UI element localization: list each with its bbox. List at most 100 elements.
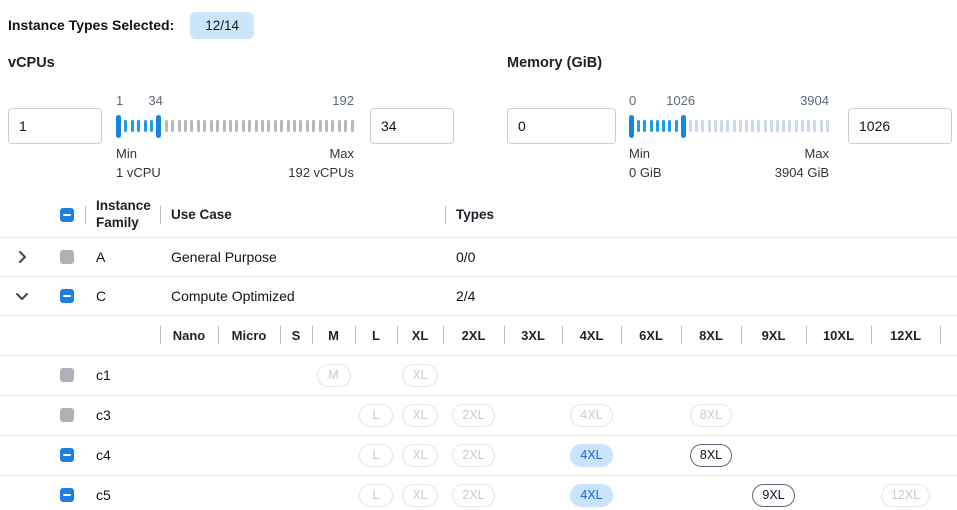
slider-tick — [825, 120, 829, 132]
vcpus-filter: vCPUs 1 34 192 Min 1 vCPU — [8, 55, 454, 183]
column-separator — [940, 326, 941, 345]
slider-tick — [763, 120, 767, 132]
slider-tick — [688, 120, 692, 132]
c5-checkbox[interactable] — [59, 488, 74, 503]
slider-tick — [738, 120, 742, 132]
slider-tick — [807, 120, 811, 132]
memory-to-input[interactable] — [848, 108, 952, 144]
slider-handle[interactable] — [116, 114, 121, 138]
size-column-9xl: 9XL — [761, 327, 786, 343]
slider-tick — [286, 120, 290, 132]
size-pill-4xl[interactable]: 4XL — [570, 483, 613, 507]
chevron-right-icon[interactable] — [14, 249, 30, 265]
memory-scale-min: 0 — [629, 93, 637, 108]
column-separator — [443, 326, 444, 345]
slider-handle[interactable] — [680, 114, 686, 138]
slider-tick — [769, 120, 773, 132]
slider-tick — [331, 120, 335, 132]
size-pill-m: M — [316, 363, 351, 387]
slider-handle[interactable] — [629, 114, 634, 138]
slider-tick — [130, 120, 134, 132]
slider-tick — [137, 120, 141, 132]
table-header-row: Instance Family Use Case Types — [0, 194, 957, 238]
instance-row-c1: c1 M XL — [0, 356, 957, 396]
column-separator — [504, 326, 505, 345]
slider-tick — [637, 120, 641, 132]
chevron-down-icon[interactable] — [14, 288, 30, 304]
filters: vCPUs 1 34 192 Min 1 vCPU — [0, 55, 957, 183]
size-column-12xl: 12XL — [889, 327, 922, 343]
vcpus-min-value: 1 vCPU — [116, 164, 161, 180]
instance-row-c3: c3 L XL 2XL 4XL 8XL — [0, 396, 957, 436]
slider-tick — [695, 120, 699, 132]
size-pill-l: L — [359, 483, 393, 507]
slider-tick — [757, 120, 761, 132]
vcpus-from-input[interactable] — [8, 108, 102, 144]
memory-slider-track[interactable] — [629, 111, 829, 141]
column-header-use-case: Use Case — [171, 206, 232, 222]
instance-name: c3 — [96, 407, 111, 424]
slider-tick — [794, 120, 798, 132]
vcpus-scale-min: 1 — [116, 93, 124, 108]
slider-tick — [788, 120, 792, 132]
size-column-4xl: 4XL — [579, 327, 604, 343]
size-pill-2xl: 2XL — [452, 403, 495, 427]
column-header-family: Instance Family — [96, 198, 151, 231]
vcpus-scale-labels: 1 34 192 — [116, 93, 354, 111]
slider-tick — [254, 120, 258, 132]
vcpus-scale-max: 192 — [332, 93, 354, 108]
size-pill-4xl[interactable]: 4XL — [570, 443, 613, 467]
column-separator — [445, 206, 446, 225]
memory-from-input[interactable] — [507, 108, 616, 144]
size-pill-9xl[interactable]: 9XL — [752, 483, 795, 507]
memory-min-title: Min — [629, 146, 650, 161]
slider-handle[interactable] — [156, 114, 162, 138]
column-separator — [741, 326, 742, 345]
size-pill-l: L — [359, 443, 393, 467]
slider-tick — [655, 120, 659, 132]
column-separator — [562, 326, 563, 345]
slider-tick — [344, 120, 348, 132]
instance-family-table: Instance Family Use Case Types A General… — [0, 194, 957, 510]
c4-checkbox[interactable] — [59, 448, 74, 463]
slider-tick — [318, 120, 322, 132]
size-header-row: Nano Micro S M L XL 2XL 3XL 4XL 6XL 8XL … — [0, 316, 957, 356]
size-pill-8xl: 8XL — [689, 403, 733, 427]
column-separator — [806, 326, 807, 345]
instance-name: c1 — [96, 367, 111, 384]
column-separator — [160, 206, 161, 225]
slider-tick — [150, 120, 154, 132]
memory-scale-labels: 0 1026 3904 — [629, 93, 829, 111]
family-row-c: C Compute Optimized 2/4 — [0, 277, 957, 316]
c3-checkbox — [59, 408, 74, 423]
slider-tick — [228, 120, 232, 132]
slider-tick — [171, 120, 175, 132]
column-separator — [160, 326, 161, 345]
memory-minmax: Min 0 GiB Max 3904 GiB — [629, 145, 829, 183]
column-separator — [312, 326, 313, 345]
slider-tick — [720, 120, 724, 132]
slider-tick — [643, 120, 647, 132]
slider-tick — [209, 120, 213, 132]
c1-checkbox — [59, 368, 74, 383]
family-types-count: 0/0 — [456, 248, 476, 265]
slider-tick — [649, 120, 653, 132]
selected-count-badge: 12/14 — [190, 11, 255, 39]
size-pill-8xl[interactable]: 8XL — [689, 443, 733, 467]
select-all-checkbox[interactable] — [59, 208, 74, 223]
instance-name: c4 — [96, 447, 111, 464]
slider-tick — [744, 120, 748, 132]
slider-tick — [248, 120, 252, 132]
vcpus-to-input[interactable] — [370, 108, 454, 144]
vcpus-slider-track[interactable] — [116, 111, 354, 141]
family-c-checkbox[interactable] — [59, 288, 74, 303]
vcpus-minmax: Min 1 vCPU Max 192 vCPUs — [116, 145, 354, 183]
size-column-m: M — [328, 327, 339, 343]
slider-tick — [203, 120, 207, 132]
size-pill-xl: XL — [402, 403, 438, 427]
size-column-micro: Micro — [231, 327, 267, 343]
column-separator — [355, 326, 356, 345]
column-separator — [85, 206, 86, 225]
memory-filter: Memory (GiB) 0 1026 3904 Min 0 GiB — [507, 55, 952, 183]
